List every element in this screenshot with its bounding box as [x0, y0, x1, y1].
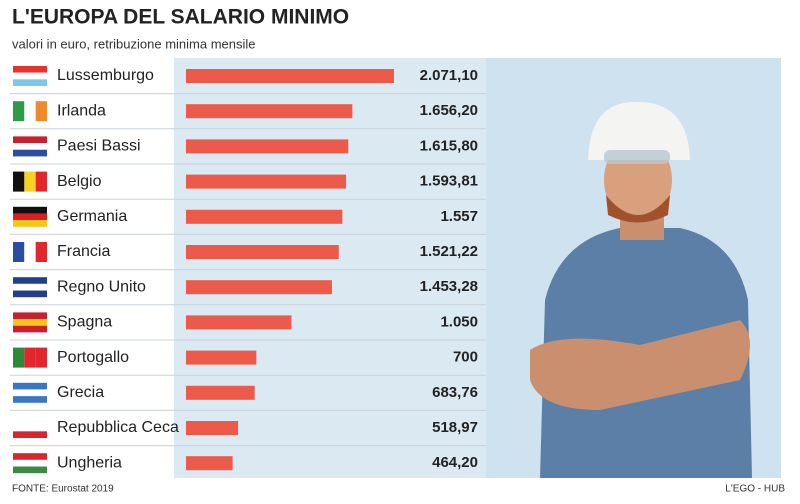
flag-stripe: [13, 206, 47, 214]
chart-title: L'EUROPA DEL SALARIO MINIMO: [12, 6, 349, 29]
flag-stripe: [24, 347, 36, 368]
flag-stripe: [13, 72, 47, 80]
photo-arms: [530, 320, 750, 410]
bar: [186, 69, 394, 83]
bar: [186, 209, 343, 224]
flag-stripe: [13, 136, 47, 144]
flag: [13, 206, 47, 227]
value-label: 1.050: [440, 313, 478, 330]
flag-stripe: [24, 171, 36, 192]
category-label: Regno Unito: [57, 278, 146, 295]
flag-stripe: [13, 389, 47, 397]
bar-panel: [174, 58, 486, 478]
flag: [13, 418, 47, 438]
value-label: 1.615,80: [420, 137, 478, 154]
flag-stripe: [13, 396, 47, 403]
flag: [13, 453, 47, 474]
flag: [13, 242, 47, 262]
flag-stripe: [13, 213, 47, 221]
flag-stripe: [13, 171, 25, 192]
flag-stripe: [35, 171, 47, 192]
value-label: 1.656,20: [420, 102, 478, 119]
value-label: 2.071,10: [420, 67, 478, 84]
source: FONTE: Eurostat 2019: [12, 484, 114, 495]
flag-stripe: [13, 220, 47, 227]
category-label: Francia: [57, 243, 110, 260]
photo: [486, 58, 781, 478]
flag-stripe: [13, 347, 25, 368]
flag-stripe: [13, 466, 47, 474]
flag-stripe: [13, 242, 25, 262]
bar: [186, 245, 339, 259]
flag-stripe: [13, 453, 47, 460]
category-label: Paesi Bassi: [57, 138, 141, 155]
flag-stripe: [13, 101, 25, 122]
flag-stripe: [13, 319, 47, 326]
category-label: Ungheria: [57, 454, 122, 471]
photo-helmet: [588, 101, 690, 160]
category-label: Irlanda: [57, 102, 106, 119]
flag-stripe: [35, 101, 47, 122]
flag: [13, 312, 47, 333]
flag-stripe: [13, 325, 47, 333]
photo-beard: [606, 195, 670, 223]
flag: [13, 382, 47, 403]
flag-stripe: [13, 418, 47, 425]
value-label: 683,76: [432, 384, 478, 401]
bar: [186, 350, 257, 365]
bar: [186, 315, 292, 330]
flag-stripe: [13, 312, 47, 320]
value-label: 518,97: [432, 419, 478, 436]
category-label: Belgio: [57, 173, 102, 190]
category-label: Grecia: [57, 384, 104, 401]
flag: [13, 347, 47, 368]
flag-stripe: [24, 101, 36, 122]
flag-stripe: [13, 277, 47, 284]
value-label: 464,20: [432, 454, 478, 471]
flag: [13, 171, 47, 192]
flag-stripe: [13, 66, 47, 73]
category-label: Spagna: [57, 314, 112, 331]
bar: [186, 385, 255, 400]
category-label: Lussemburgo: [57, 67, 154, 84]
bar: [186, 139, 349, 154]
bar: [186, 174, 347, 189]
flag-stripe: [13, 290, 47, 298]
flag: [13, 66, 47, 86]
flag: [13, 136, 47, 157]
flag-stripe: [35, 347, 47, 368]
bar: [186, 104, 353, 119]
flag-stripe: [35, 242, 47, 262]
flag-stripe: [24, 242, 36, 262]
category-label: Portogallo: [57, 349, 129, 366]
flag: [13, 101, 47, 122]
bar: [186, 421, 239, 435]
credit: L'EGO - HUB: [725, 484, 785, 495]
flag-stripe: [13, 283, 47, 291]
category-label: Repubblica Ceca: [57, 419, 179, 436]
flag-stripe: [13, 431, 47, 438]
flag-stripe: [13, 143, 47, 150]
flag-stripe: [13, 382, 47, 390]
value-label: 700: [453, 349, 478, 366]
value-label: 1.593,81: [420, 173, 478, 190]
chart-subtitle: valori in euro, retribuzione minima mens…: [12, 36, 256, 51]
value-label: 1.557: [440, 208, 478, 225]
bar: [186, 456, 233, 471]
flag-stripe: [13, 459, 47, 467]
flag-stripe: [13, 149, 47, 157]
flag-stripe: [13, 424, 47, 432]
value-label: 1.521,22: [420, 243, 478, 260]
bar: [186, 280, 332, 295]
value-label: 1.453,28: [420, 278, 478, 295]
photo-glasses: [604, 150, 670, 164]
category-label: Germania: [57, 208, 127, 225]
flag-stripe: [13, 79, 47, 86]
flag: [13, 277, 47, 298]
